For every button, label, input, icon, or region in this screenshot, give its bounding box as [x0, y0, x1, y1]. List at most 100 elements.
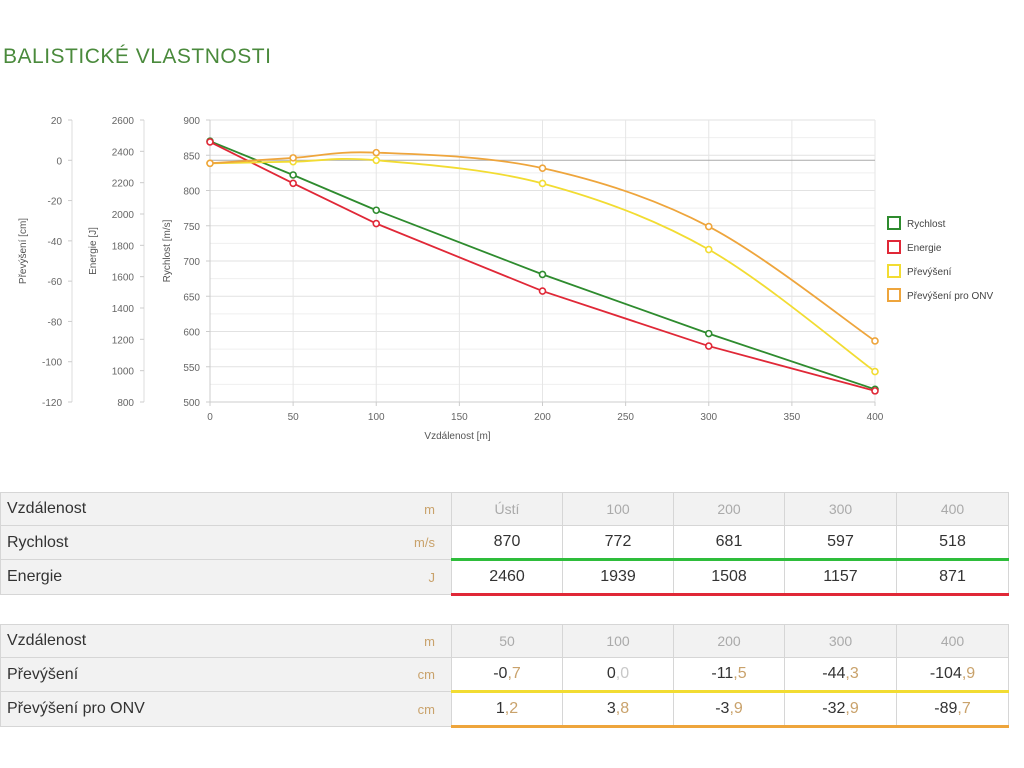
row-label: Energie [0, 559, 341, 595]
row-unit: m [340, 624, 452, 658]
legend-label-p-ev-en-pro-onv: Převýšení pro ONV [907, 291, 993, 302]
data-point-rychlost [372, 206, 381, 215]
drop-onv-int: -32 [822, 700, 846, 717]
data-point-energie [289, 179, 297, 188]
x-tick-label: 300 [700, 412, 717, 423]
series-line-rychlost [209, 140, 876, 391]
rychlost-tick-label: 500 [183, 398, 200, 409]
x-tick-label: 250 [617, 412, 634, 423]
table-row-distance: Vzdálenost m Ústí 100 200 300 400 [0, 492, 1009, 526]
legend-label-p-ev-en-: Převýšení [907, 267, 952, 278]
energie-axis-title: Energie [J] [88, 227, 99, 275]
data-point-energie [538, 287, 547, 295]
energie-tick-label: 2400 [112, 147, 135, 158]
drop-onv-dec: ,7 [957, 700, 971, 717]
row-label: Vzdálenost [0, 492, 341, 526]
drop-onv-int: -3 [715, 700, 730, 717]
data-point-p-ev-en- [538, 179, 547, 188]
drop-onv-dec: ,9 [729, 700, 743, 717]
drop-onv-int: -89 [934, 700, 958, 717]
prevyseni-tick-label: -100 [42, 358, 62, 369]
row-label: Převýšení pro ONV [0, 691, 341, 727]
energie-tick-label: 1000 [112, 367, 135, 378]
x-tick-label: 200 [534, 412, 551, 423]
data-point-rychlost [538, 270, 547, 279]
energie-tick-label: 1200 [112, 335, 135, 346]
table-row-drop: Převýšení cm -0,7 0,0 -11,5 -44,3 -104,9 [0, 657, 1009, 693]
row-unit: m [340, 492, 452, 526]
drop-int: -11 [711, 665, 734, 682]
drop-cell: 0,0 [562, 657, 674, 693]
energie-tick-label: 1400 [112, 304, 135, 315]
energie-tick-label: 800 [117, 398, 134, 409]
rychlost-tick-label: 600 [183, 328, 200, 339]
x-tick-label: 0 [207, 412, 213, 423]
legend-label-rychlost: Rychlost [907, 219, 946, 230]
energie-tick-label: 2000 [112, 210, 135, 221]
legend-swatch-rychlost [887, 216, 901, 230]
row-label: Převýšení [0, 657, 341, 692]
prevyseni-tick-label: -40 [48, 237, 63, 248]
row-unit: cm [340, 691, 452, 727]
energy-cell: 1939 [562, 559, 674, 596]
distance-cell: 200 [673, 492, 785, 526]
drop-onv-cell: -89,7 [896, 691, 1009, 728]
rychlost-tick-label: 750 [183, 222, 200, 233]
prevyseni-tick-label: -20 [48, 197, 63, 208]
data-point-energie [871, 387, 879, 395]
rychlost-axis-title: Rychlost [m/s] [162, 219, 173, 282]
velocity-cell: 870 [451, 525, 563, 561]
velocity-cell: 597 [784, 525, 897, 561]
energy-cell: 871 [896, 559, 1009, 596]
rychlost-tick-label: 850 [183, 151, 200, 162]
x-tick-label: 100 [368, 412, 385, 423]
drop-cell: -11,5 [673, 657, 785, 693]
prevyseni-tick-label: 20 [51, 116, 63, 127]
row-unit: cm [340, 657, 452, 692]
rychlost-tick-label: 550 [183, 363, 200, 374]
prevyseni-tick-label: -60 [48, 277, 63, 288]
data-point-p-ev-en-pro-onv [206, 159, 214, 168]
rychlost-tick-label: 650 [183, 292, 200, 303]
data-point-p-ev-en-pro-onv [871, 337, 879, 345]
distance-cell: 400 [896, 624, 1009, 658]
distance-cell: 400 [896, 492, 1009, 526]
energy-cell: 2460 [451, 559, 563, 596]
drop-cell: -44,3 [784, 657, 897, 693]
distance-cell: 100 [562, 492, 674, 526]
drop-onv-cell: 1,2 [451, 691, 563, 728]
drop-onv-dec: ,8 [615, 700, 630, 717]
drop-onv-cell: -32,9 [784, 691, 897, 728]
rychlost-tick-label: 900 [183, 116, 200, 127]
drop-table: Vzdálenost m 50 100 200 300 400 Převýšen… [0, 624, 1009, 728]
page-title: BALISTICKÉ VLASTNOSTI [3, 45, 272, 68]
drop-onv-cell: -3,9 [673, 691, 785, 728]
drop-dec: ,3 [845, 665, 859, 682]
data-point-energie [704, 342, 713, 350]
data-point-p-ev-en-pro-onv [289, 154, 297, 162]
distance-cell: 300 [784, 624, 897, 658]
drop-int: -44 [822, 665, 846, 682]
table-row-energy: Energie J 2460 1939 1508 1157 871 [0, 559, 1009, 596]
energie-tick-label: 2200 [112, 179, 135, 190]
series-line-energie [209, 141, 876, 392]
row-unit: J [340, 559, 452, 595]
data-point-p-ev-en- [704, 245, 713, 254]
drop-onv-cell: 3,8 [562, 691, 674, 728]
prevyseni-tick-label: -80 [48, 317, 63, 328]
table-row-drop-onv: Převýšení pro ONV cm 1,2 3,8 -3,9 -32,9 … [0, 691, 1009, 728]
drop-onv-int: 3 [606, 700, 616, 717]
energy-cell: 1508 [673, 559, 785, 596]
drop-cell: -104,9 [896, 657, 1009, 693]
legend-swatch-p-ev-en- [887, 264, 901, 278]
data-point-energie [372, 219, 381, 228]
legend-swatch-p-ev-en-pro-onv [887, 288, 901, 302]
legend-swatch-energie [887, 240, 901, 254]
legend-label-energie: Energie [907, 243, 942, 254]
drop-dec: ,9 [961, 665, 976, 682]
x-axis-title: Vzdálenost [m] [424, 431, 490, 442]
data-point-p-ev-en- [372, 156, 381, 165]
distance-cell: 100 [562, 624, 674, 658]
data-point-rychlost [289, 171, 297, 179]
